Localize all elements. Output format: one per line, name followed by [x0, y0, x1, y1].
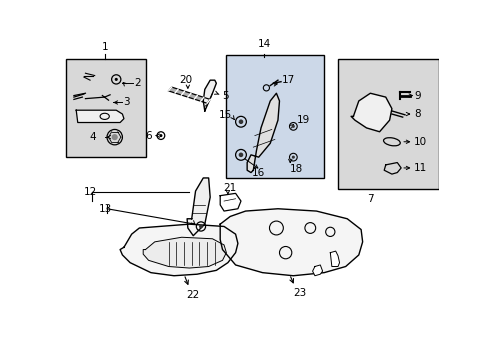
Text: 2: 2 — [134, 78, 140, 88]
Text: 21: 21 — [223, 183, 236, 193]
Text: 6: 6 — [145, 131, 151, 141]
Text: 15: 15 — [218, 110, 231, 120]
Text: 11: 11 — [413, 163, 427, 173]
Polygon shape — [246, 93, 279, 172]
Polygon shape — [168, 87, 210, 103]
Text: 5: 5 — [222, 91, 229, 100]
Text: 23: 23 — [292, 288, 305, 298]
Polygon shape — [220, 209, 362, 276]
Text: 19: 19 — [297, 115, 310, 125]
Polygon shape — [350, 93, 391, 132]
Text: 1: 1 — [101, 42, 108, 53]
Circle shape — [115, 78, 118, 81]
Text: 10: 10 — [413, 137, 427, 147]
Bar — [337, 59, 438, 189]
Polygon shape — [120, 224, 238, 276]
Polygon shape — [187, 178, 210, 236]
Text: 7: 7 — [366, 194, 373, 204]
Polygon shape — [203, 80, 216, 111]
Circle shape — [111, 134, 118, 140]
Circle shape — [238, 120, 243, 124]
Text: 18: 18 — [289, 164, 302, 174]
Bar — [66, 59, 145, 157]
Circle shape — [238, 153, 243, 157]
Text: 17: 17 — [281, 75, 294, 85]
Circle shape — [199, 225, 203, 228]
Circle shape — [159, 134, 162, 137]
Text: 22: 22 — [186, 289, 200, 300]
Polygon shape — [76, 110, 123, 122]
Text: 9: 9 — [413, 91, 420, 100]
Circle shape — [291, 156, 294, 159]
Polygon shape — [312, 265, 322, 276]
Circle shape — [291, 125, 294, 128]
Text: 4: 4 — [89, 132, 96, 142]
Text: 3: 3 — [123, 98, 129, 108]
Text: 8: 8 — [413, 109, 420, 119]
Polygon shape — [143, 237, 226, 268]
Text: 14: 14 — [257, 39, 270, 49]
Text: 13: 13 — [99, 204, 112, 214]
Polygon shape — [329, 251, 339, 266]
Text: 12: 12 — [84, 187, 97, 197]
Text: 20: 20 — [179, 75, 192, 85]
Bar — [226, 55, 324, 178]
Text: 16: 16 — [251, 168, 265, 178]
